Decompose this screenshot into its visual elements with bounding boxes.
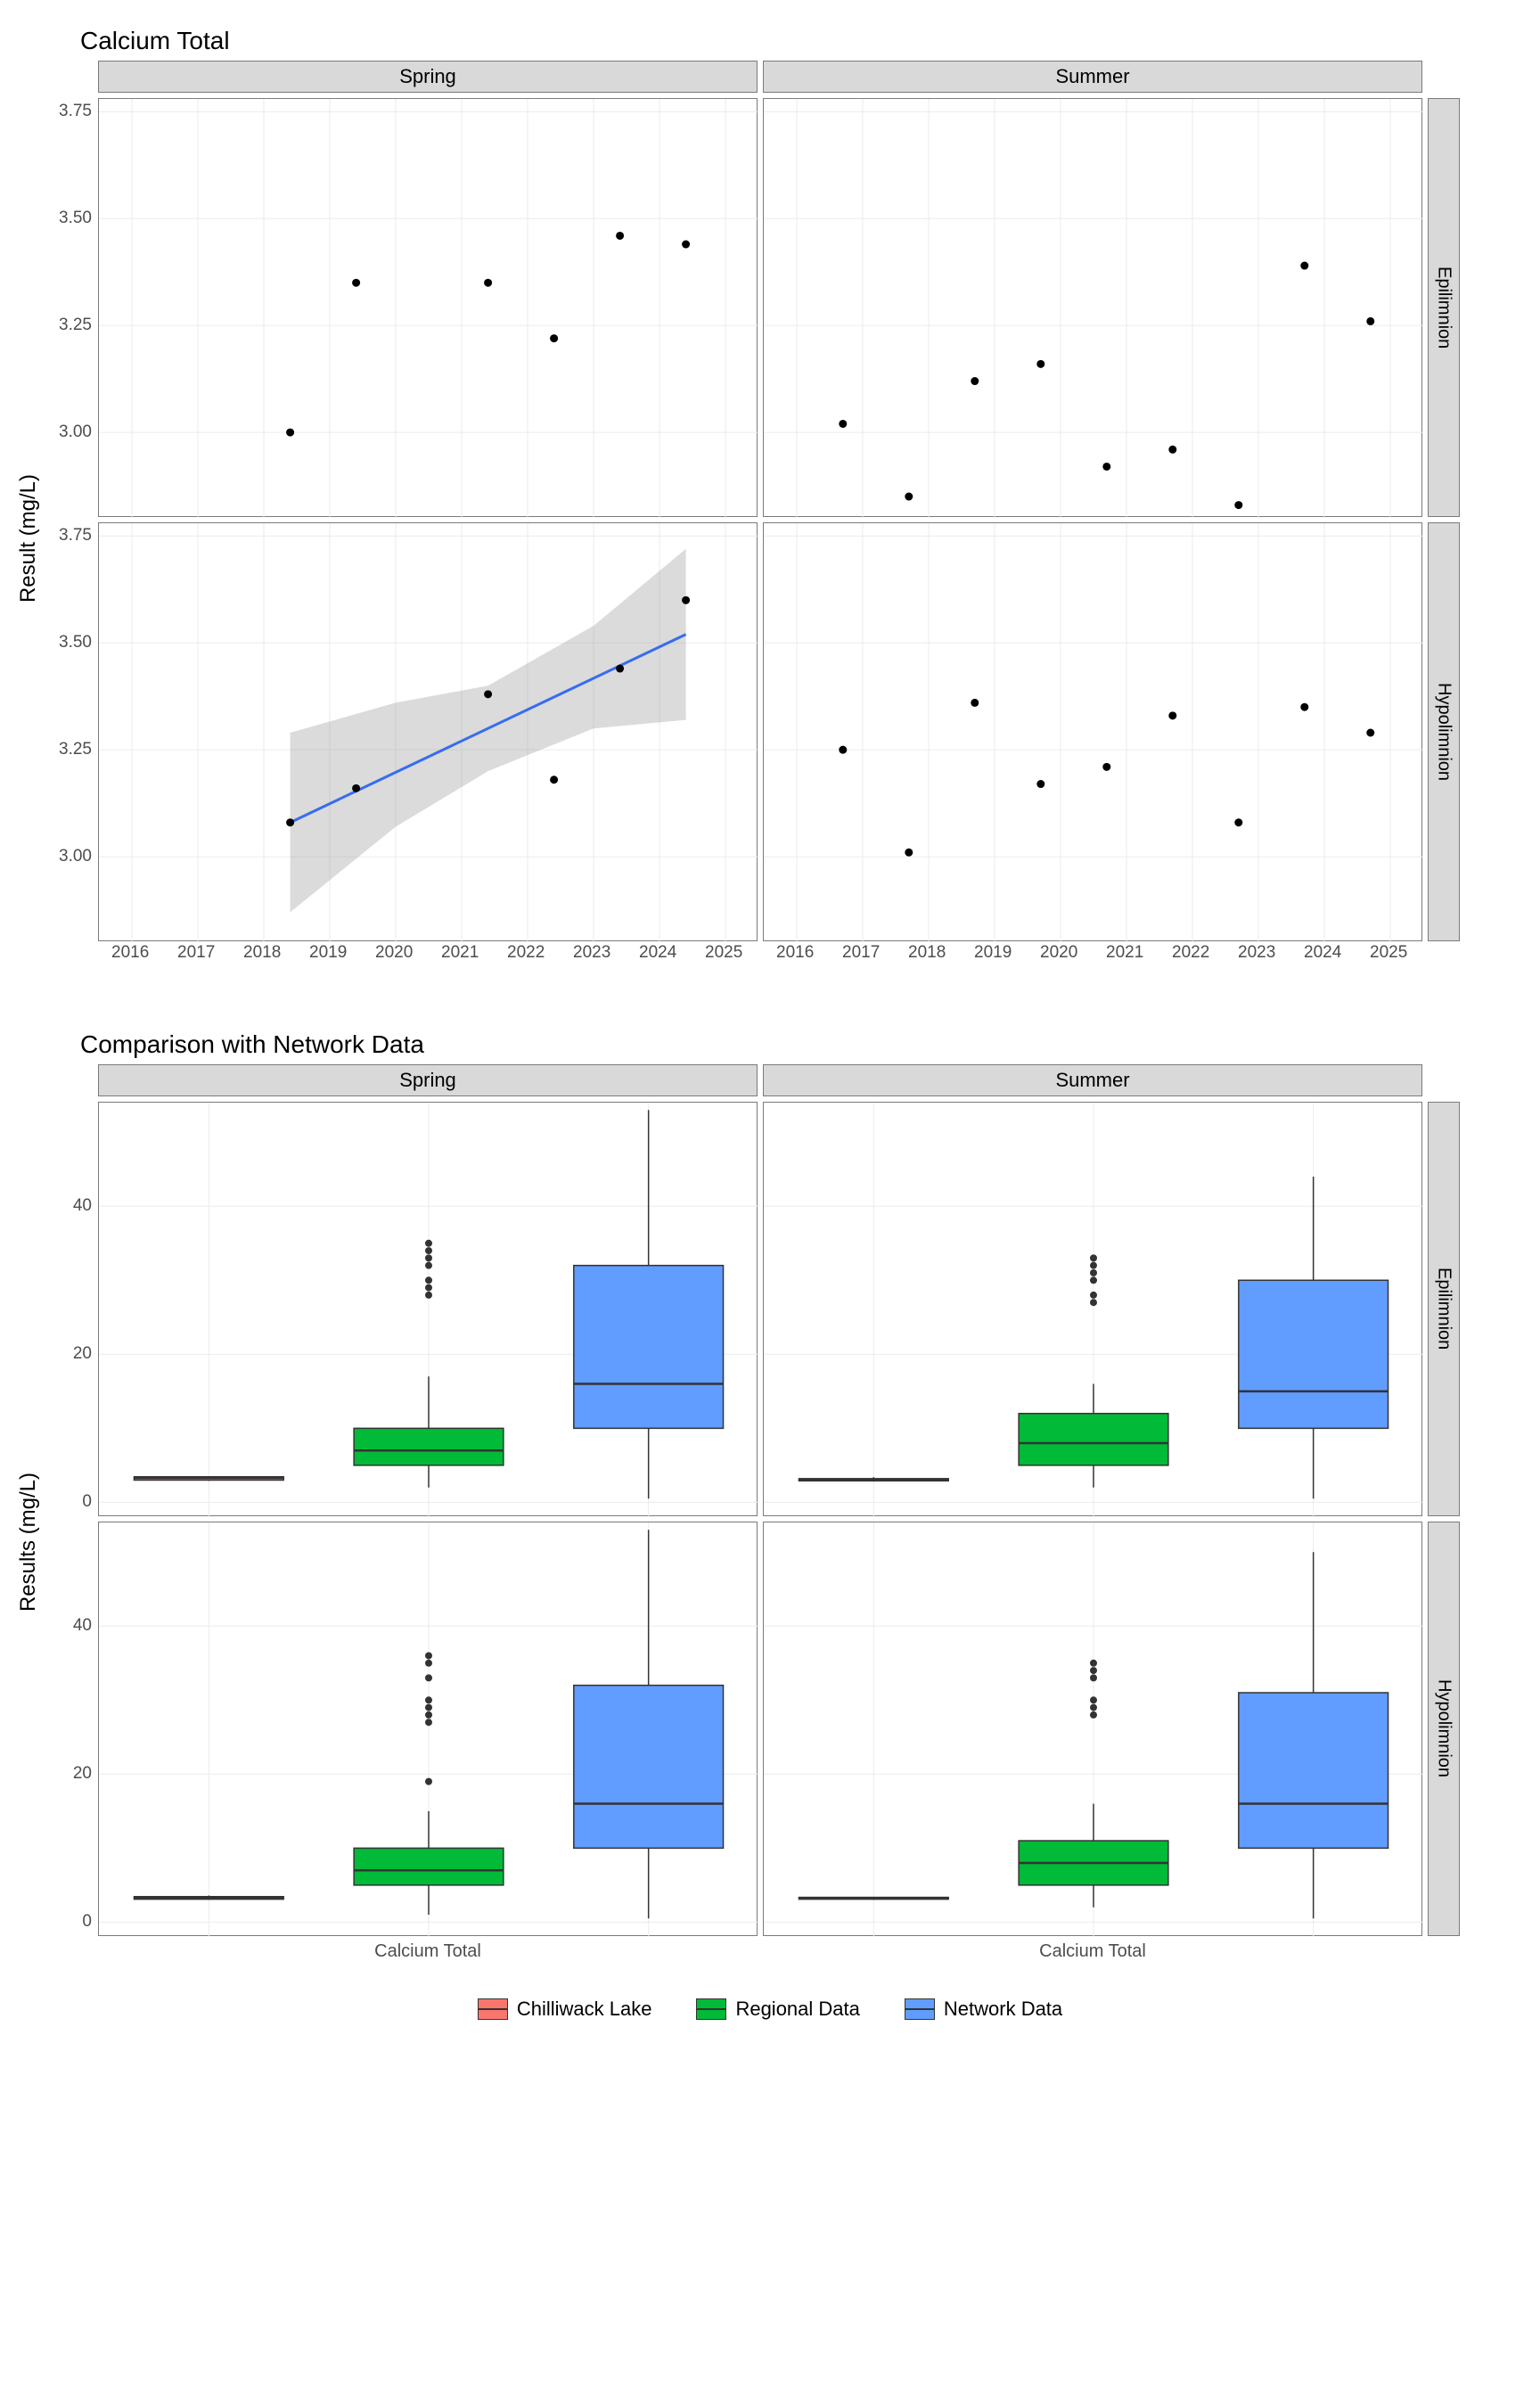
- bottom-chart-title: Comparison with Network Data: [80, 1030, 1522, 1059]
- scatter-panel: [763, 98, 1422, 517]
- boxplot-panel: 02040: [98, 1522, 758, 1936]
- boxplot-panel: [763, 1102, 1422, 1516]
- calcium-total-scatter-facets: Result (mg/L) Calcium Total SpringSummer…: [18, 27, 1522, 968]
- facet-col-strip: Summer: [763, 1064, 1422, 1096]
- legend-label: Network Data: [944, 1998, 1062, 2021]
- scatter-panel: 3.003.253.503.75: [98, 98, 758, 517]
- legend-key-icon: [696, 1998, 726, 2020]
- legend-item: Network Data: [905, 1998, 1062, 2021]
- facet-row-strip: Hypolimnion: [1428, 1522, 1460, 1936]
- facet-col-strip: Summer: [763, 61, 1422, 93]
- legend-item: Chilliwack Lake: [478, 1998, 652, 2021]
- legend-key-icon: [478, 1998, 508, 2020]
- legend-item: Regional Data: [696, 1998, 859, 2021]
- facet-row-strip: Hypolimnion: [1428, 522, 1460, 941]
- comparison-boxplot-facets: Results (mg/L) Comparison with Network D…: [18, 1030, 1522, 1962]
- facet-col-strip: Spring: [98, 1064, 758, 1096]
- y-axis-label-bottom: Results (mg/L): [16, 1473, 41, 1612]
- top-chart-title: Calcium Total: [80, 27, 1522, 55]
- legend-key-icon: [905, 1998, 935, 2020]
- legend-label: Chilliwack Lake: [517, 1998, 652, 2021]
- scatter-panel: 3.003.253.503.75: [98, 522, 758, 941]
- legend: Chilliwack Lake Regional Data Network Data: [18, 1998, 1522, 2021]
- x-axis-label: Calcium Total: [763, 1941, 1422, 1962]
- boxplot-panel: [763, 1522, 1422, 1936]
- facet-col-strip: Spring: [98, 61, 758, 93]
- y-axis-label-top: Result (mg/L): [16, 474, 41, 603]
- facet-row-strip: Epilimnion: [1428, 1102, 1460, 1516]
- x-axis-label: Calcium Total: [98, 1941, 758, 1962]
- boxplot-panel: 02040: [98, 1102, 758, 1516]
- legend-label: Regional Data: [735, 1998, 859, 2021]
- scatter-panel: [763, 522, 1422, 941]
- facet-row-strip: Epilimnion: [1428, 98, 1460, 517]
